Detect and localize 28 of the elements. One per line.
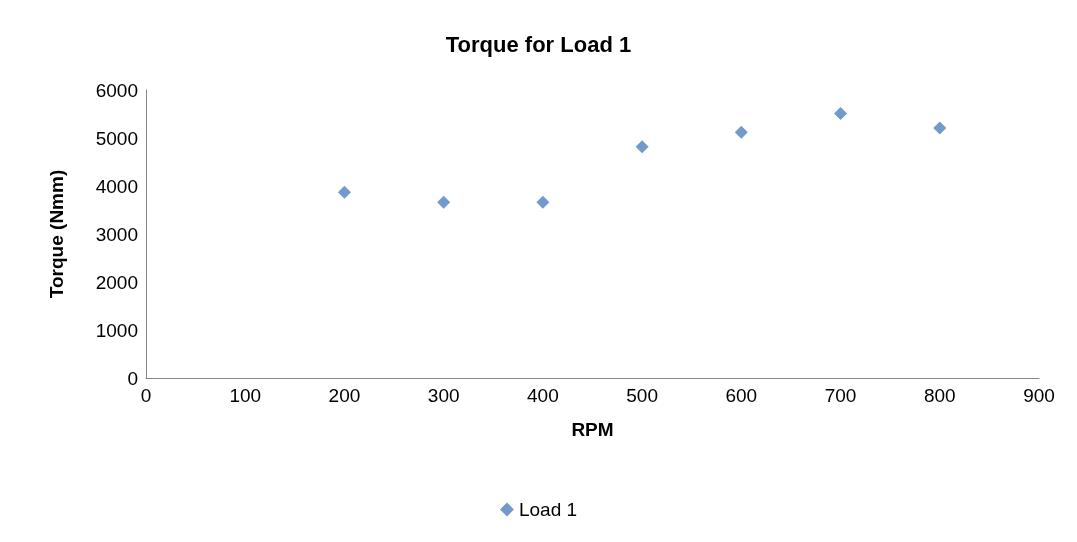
y-tick-label: 3000: [95, 223, 138, 245]
y-tick-label: 0: [127, 367, 138, 389]
x-axis-title: RPM: [571, 419, 614, 440]
x-tick-label: 600: [725, 385, 758, 406]
point: [437, 195, 451, 209]
x-tick-label: 0: [140, 385, 152, 406]
y-tick-label: 1000: [95, 319, 138, 341]
y-tick-label: 6000: [95, 79, 138, 101]
point: [834, 107, 848, 121]
x-tick-label: 300: [427, 385, 460, 406]
x-tick-label: 700: [824, 385, 857, 406]
y-axis-title: Torque (Nmm): [46, 169, 67, 299]
point: [536, 195, 550, 209]
y-tick-label: 4000: [95, 175, 138, 197]
x-tick-label: 400: [527, 385, 559, 406]
x-tick-label: 100: [229, 385, 262, 406]
point: [337, 185, 351, 199]
point: [635, 140, 649, 154]
x-tick-label: 500: [626, 385, 658, 406]
legend-label: Load 1: [518, 499, 578, 520]
chart-title: Torque for Load 1: [445, 31, 632, 57]
point: [933, 121, 947, 135]
y-tick-label: 2000: [95, 271, 138, 293]
point: [734, 125, 748, 139]
y-tick-label: 5000: [95, 127, 138, 149]
x-tick-label: 200: [328, 385, 361, 406]
x-tick-label: 900: [1023, 385, 1055, 406]
x-tick-label: 800: [923, 385, 956, 406]
